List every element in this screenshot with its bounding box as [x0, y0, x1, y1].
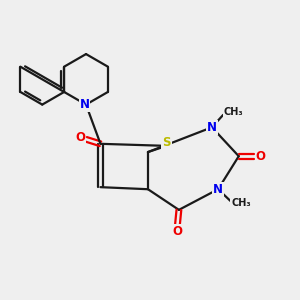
- Text: N: N: [213, 183, 223, 196]
- Text: S: S: [162, 136, 171, 149]
- Text: O: O: [256, 150, 266, 163]
- Text: CH₃: CH₃: [224, 107, 243, 117]
- Text: N: N: [207, 121, 217, 134]
- Text: N: N: [80, 98, 89, 111]
- Text: O: O: [75, 131, 85, 144]
- Text: O: O: [172, 225, 182, 239]
- Text: CH₃: CH₃: [231, 199, 251, 208]
